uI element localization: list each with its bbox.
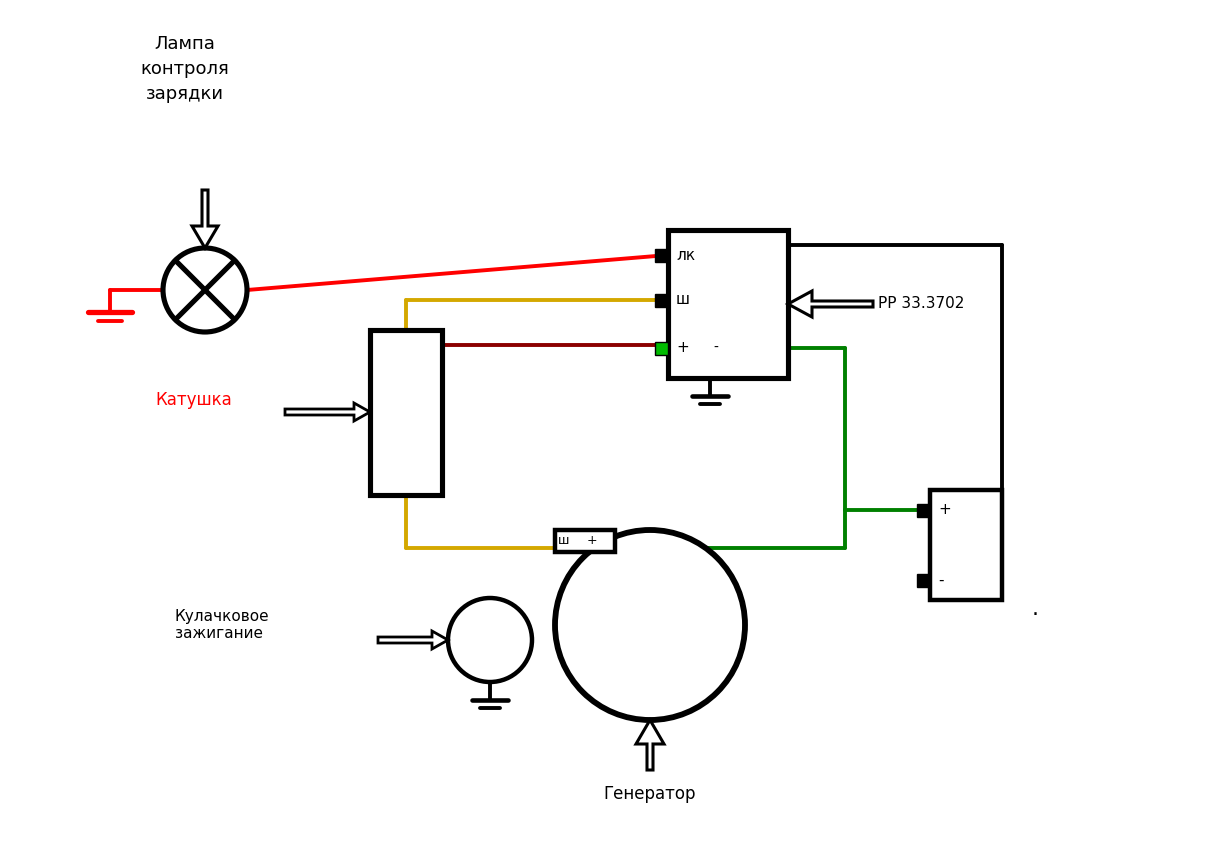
Circle shape [162, 248, 247, 332]
Bar [654, 342, 668, 355]
Bar [556, 530, 615, 552]
Bar [917, 574, 930, 587]
Text: ш: ш [558, 535, 569, 548]
Polygon shape [788, 291, 873, 317]
Bar [917, 504, 930, 517]
Polygon shape [379, 631, 448, 649]
Text: -: - [713, 341, 718, 355]
Polygon shape [284, 403, 370, 421]
Text: РР 33.3702: РР 33.3702 [878, 297, 965, 311]
Bar [370, 330, 442, 495]
Text: Генератор: Генератор [603, 785, 696, 803]
Text: +: + [587, 535, 597, 548]
Bar [654, 249, 668, 262]
Polygon shape [636, 720, 664, 770]
Text: -: - [938, 573, 944, 587]
Text: +: + [676, 341, 689, 356]
Text: ш: ш [676, 292, 690, 307]
Text: лк: лк [676, 247, 695, 262]
Text: .: . [1032, 599, 1039, 619]
Circle shape [448, 598, 532, 682]
Text: Кулачковое
зажигание: Кулачковое зажигание [175, 609, 270, 641]
Bar [654, 294, 668, 307]
Circle shape [556, 530, 745, 720]
Bar [930, 490, 1002, 600]
Text: +: + [938, 503, 951, 517]
Bar [668, 230, 788, 378]
Polygon shape [192, 190, 219, 248]
Text: Катушка: Катушка [155, 391, 232, 409]
Text: Лампа
контроля
зарядки: Лампа контроля зарядки [140, 35, 230, 103]
